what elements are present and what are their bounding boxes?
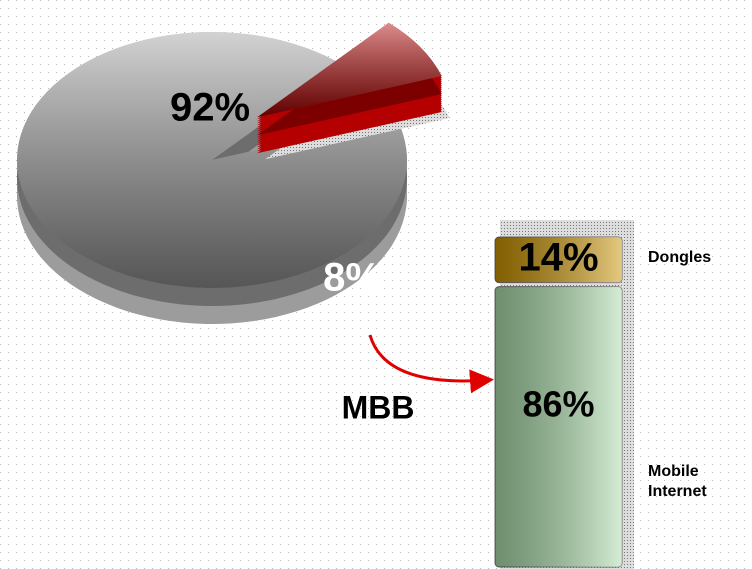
category-label: MBB xyxy=(342,389,415,425)
pie-slice-group xyxy=(17,32,408,325)
segment-gloss xyxy=(495,286,622,567)
pie-slice-group xyxy=(257,22,450,160)
category-label-box: Mobile Internet xyxy=(648,462,707,500)
value-label: 8% xyxy=(323,256,381,300)
category-label-box: Dongles xyxy=(648,248,712,266)
slice-gloss xyxy=(17,32,408,289)
category-label: Mobile Internet xyxy=(648,462,707,500)
value-label: 86% xyxy=(522,383,594,424)
value-label: 14% xyxy=(518,235,598,279)
value-label: 92% xyxy=(170,86,250,130)
connector-arrow xyxy=(368,334,494,394)
slice-gloss xyxy=(257,22,442,118)
category-label: Dongles xyxy=(648,248,712,266)
segment-gloss xyxy=(495,237,622,283)
